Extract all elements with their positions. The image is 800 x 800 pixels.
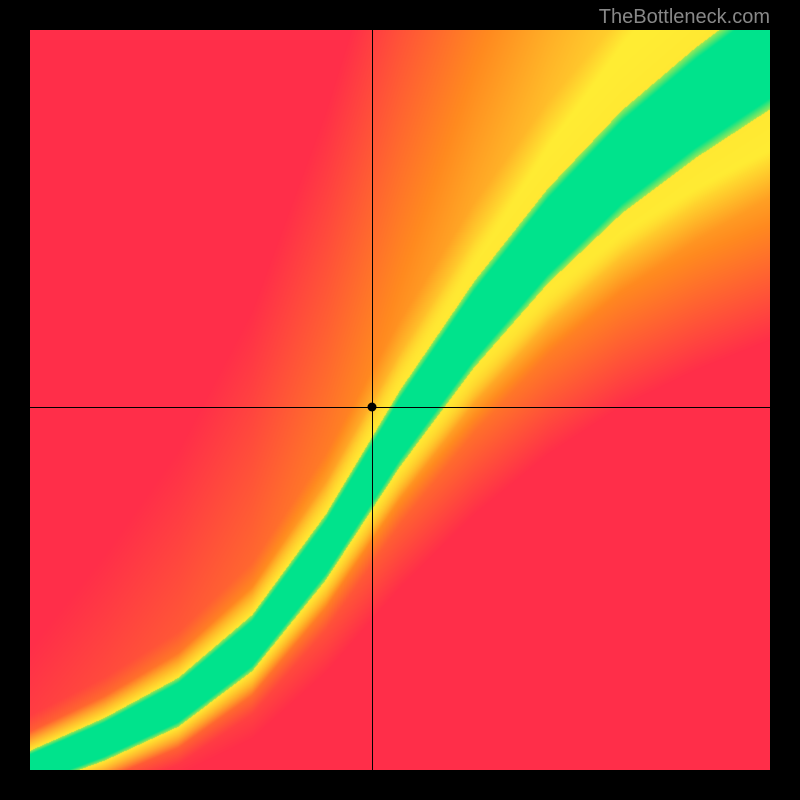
heatmap-plot bbox=[30, 30, 770, 770]
crosshair-marker bbox=[367, 403, 376, 412]
crosshair-horizontal bbox=[30, 407, 770, 408]
watermark-text: TheBottleneck.com bbox=[599, 6, 770, 29]
crosshair-vertical bbox=[372, 30, 373, 770]
heatmap-canvas bbox=[30, 30, 770, 770]
